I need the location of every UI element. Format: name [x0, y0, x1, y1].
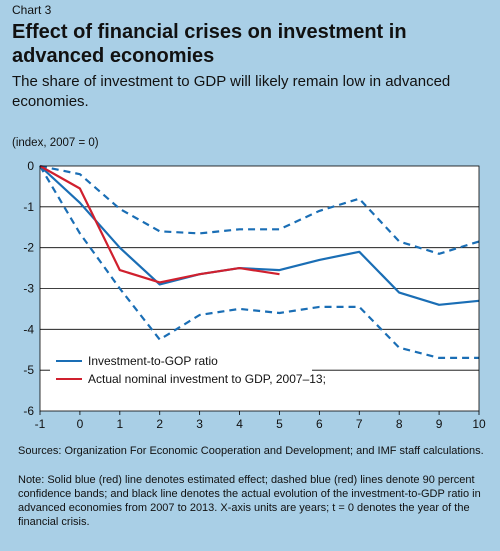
note-text: Note: Solid blue (red) line denotes esti… [18, 474, 481, 528]
legend: Investment-to-GOP ratio Actual nominal i… [50, 349, 326, 391]
legend-swatch-red [56, 378, 82, 380]
y-tick-label: -3 [23, 282, 34, 296]
x-tick-label: 8 [396, 417, 403, 431]
y-tick-label: 0 [27, 159, 34, 173]
x-tick-label: 2 [156, 417, 163, 431]
y-axis-units: (index, 2007 = 0) [12, 137, 99, 149]
confidence-band-line-1 [39, 164, 480, 255]
x-tick-label: 3 [196, 417, 203, 431]
y-tick-label: -2 [23, 241, 34, 255]
chart-subtitle: The share of investment to GDP will like… [12, 73, 451, 110]
legend-label-investment-ratio: Investment-to-GOP ratio [88, 354, 218, 368]
legend-swatch-blue [56, 360, 82, 362]
chart-title: Effect of financial crises on investment… [12, 21, 407, 67]
sources-text: Sources: Organization For Economic Coope… [18, 445, 484, 457]
x-tick-label: 0 [77, 417, 84, 431]
investment-ratio-line [39, 165, 480, 306]
x-tick-label: 9 [436, 417, 443, 431]
confidence-band-line-2 [39, 165, 479, 359]
legend-label-actual-investment: Actual nominal investment to GDP, 2007–1… [88, 372, 326, 386]
x-tick-label: 6 [316, 417, 323, 431]
y-tick-label: -4 [23, 322, 34, 336]
x-tick-label: 7 [356, 417, 363, 431]
x-tick-label: 1 [116, 417, 123, 431]
y-tick-label: -5 [23, 363, 34, 377]
x-tick-label: 4 [236, 417, 243, 431]
chart-label: Chart 3 [12, 3, 52, 17]
x-tick-label: 5 [276, 417, 283, 431]
actual-investment-line [39, 165, 280, 284]
y-tick-label: -1 [23, 200, 34, 214]
line-chart: 0-1-2-3-4-5-6-1 0 1 2 3 4 5 6 7 8 9 10 [23, 159, 486, 431]
x-tick-label: -1 [35, 417, 46, 431]
x-tick-label: 10 [472, 417, 486, 431]
y-tick-label: -6 [23, 404, 34, 418]
plot-frame [39, 165, 480, 412]
